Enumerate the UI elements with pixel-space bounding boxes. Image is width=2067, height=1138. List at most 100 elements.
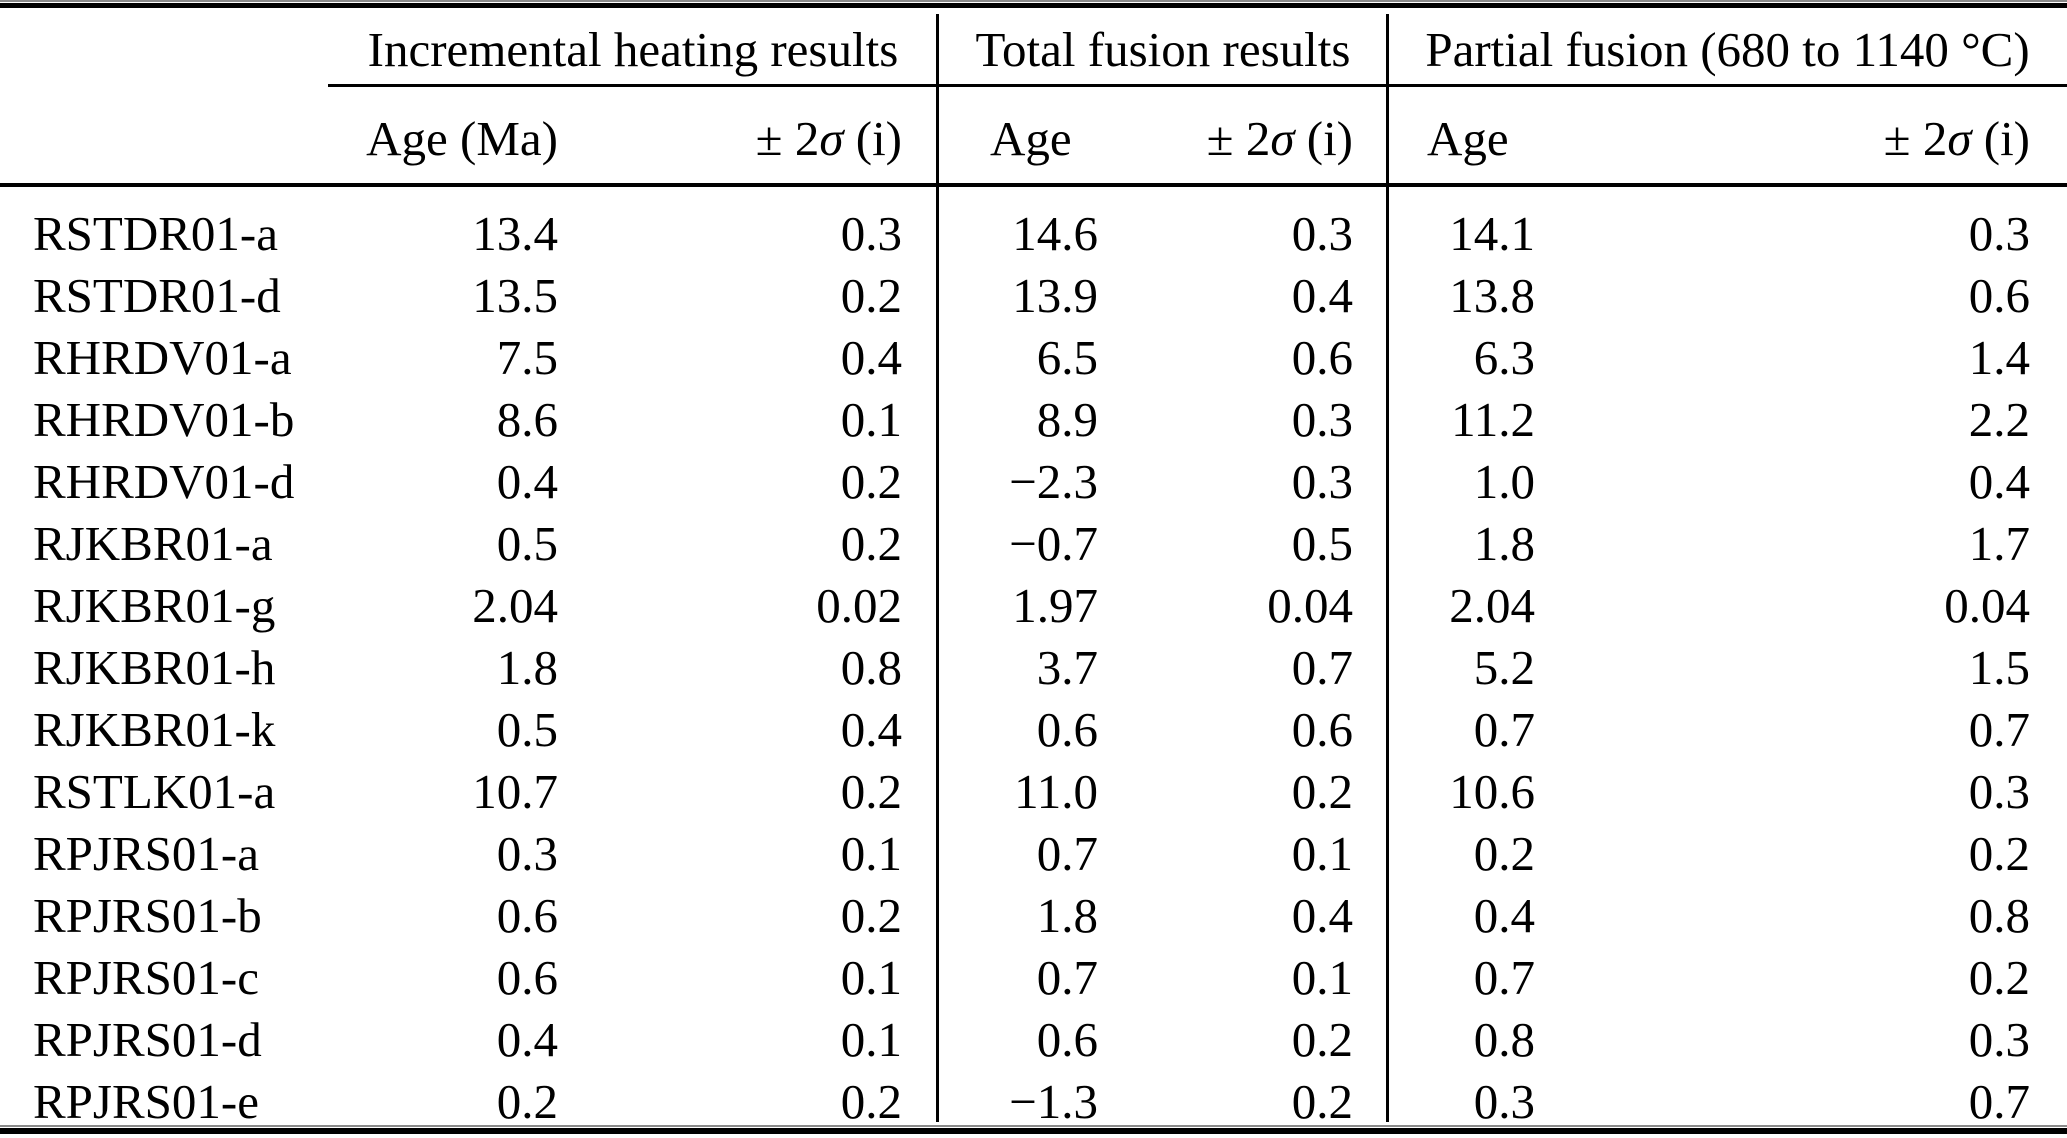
subheader-row: Age (Ma) ± 2σ (i) Age ± 2σ (i) Age ± 2σ … — [0, 108, 2067, 170]
value-cell: 0.1 — [1291, 950, 1353, 1005]
value-cell: 0.2 — [840, 454, 902, 509]
value-cell: 0.8 — [1473, 1012, 1535, 1067]
value-cell: 11.0 — [1014, 764, 1098, 819]
sample-id: RHRDV01-b — [33, 392, 295, 447]
sample-id: RPJRS01-c — [33, 950, 260, 1005]
value-cell: 0.8 — [1968, 888, 2030, 943]
bottom-rule-upper — [0, 1125, 2067, 1127]
value-cell: 0.2 — [840, 888, 902, 943]
value-cell: −2.3 — [1009, 454, 1098, 509]
value-cell: 0.4 — [840, 330, 902, 385]
value-cell: 0.6 — [1036, 1012, 1098, 1067]
value-cell: 0.5 — [496, 516, 558, 571]
table-row: RHRDV01-d 0.4 0.2 −2.3 0.3 1.0 0.4 — [0, 451, 2067, 513]
column-separator-2 — [1386, 14, 1389, 1122]
value-cell: 10.7 — [472, 764, 558, 819]
table-row: RSTLK01-a 10.7 0.2 11.0 0.2 10.6 0.3 — [0, 761, 2067, 823]
value-cell: 0.6 — [496, 950, 558, 1005]
value-cell: 0.6 — [1036, 702, 1098, 757]
subheader-age-total-fusion: Age — [990, 111, 1072, 166]
table-row: RSTDR01-a 13.4 0.3 14.6 0.3 14.1 0.3 — [0, 203, 2067, 265]
column-separator-1 — [936, 14, 939, 1122]
value-cell: 0.6 — [1291, 702, 1353, 757]
sample-id: RPJRS01-d — [33, 1012, 262, 1067]
value-cell: 7.5 — [496, 330, 558, 385]
value-cell: 14.1 — [1449, 206, 1535, 261]
value-cell: 0.04 — [1267, 578, 1353, 633]
sigma-prefix: ± 2 — [1883, 111, 1948, 166]
value-cell: 2.04 — [472, 578, 558, 633]
value-cell: 6.5 — [1036, 330, 1098, 385]
value-cell: 0.4 — [1473, 888, 1535, 943]
top-rule-lower — [0, 3, 2067, 8]
value-cell: 0.3 — [1473, 1074, 1535, 1129]
value-cell: 0.2 — [1291, 764, 1353, 819]
sample-id: RPJRS01-b — [33, 888, 262, 943]
value-cell: 0.3 — [1968, 764, 2030, 819]
value-cell: 11.2 — [1451, 392, 1535, 447]
value-cell: 0.7 — [1968, 1074, 2030, 1129]
table-row: RPJRS01-b 0.6 0.2 1.8 0.4 0.4 0.8 — [0, 885, 2067, 947]
value-cell: 2.2 — [1968, 392, 2030, 447]
value-cell: 0.3 — [496, 826, 558, 881]
sample-id: RJKBR01-a — [33, 516, 273, 571]
value-cell: 0.1 — [840, 1012, 902, 1067]
value-cell: 0.4 — [1968, 454, 2030, 509]
value-cell: 0.2 — [840, 516, 902, 571]
value-cell: 0.4 — [840, 702, 902, 757]
top-rule-upper — [0, 0, 2067, 2]
sample-id: RPJRS01-e — [33, 1074, 260, 1129]
value-cell: 0.04 — [1944, 578, 2030, 633]
table-row: RHRDV01-b 8.6 0.1 8.9 0.3 11.2 2.2 — [0, 389, 2067, 451]
value-cell: 0.8 — [840, 640, 902, 695]
bottom-rule-lower — [0, 1128, 2067, 1134]
value-cell: 0.5 — [1291, 516, 1353, 571]
subheader-sigma-total-fusion: ± 2σ (i) — [1207, 108, 1353, 170]
subheader-sigma-incremental: ± 2σ (i) — [756, 108, 902, 170]
value-cell: 0.7 — [1291, 640, 1353, 695]
sigma-symbol: σ — [1270, 111, 1295, 166]
value-cell: 13.9 — [1012, 268, 1098, 323]
table-row: RPJRS01-d 0.4 0.1 0.6 0.2 0.8 0.3 — [0, 1009, 2067, 1071]
table-row: RPJRS01-e 0.2 0.2 −1.3 0.2 0.3 0.7 — [0, 1071, 2067, 1133]
value-cell: 0.3 — [1968, 206, 2030, 261]
value-cell: 0.6 — [496, 888, 558, 943]
sigma-symbol: σ — [819, 111, 844, 166]
group-header-rule — [328, 84, 2067, 87]
value-cell: 14.6 — [1012, 206, 1098, 261]
value-cell: 0.1 — [1291, 826, 1353, 881]
sample-id: RJKBR01-h — [33, 640, 276, 695]
table-row: RJKBR01-a 0.5 0.2 −0.7 0.5 1.8 1.7 — [0, 513, 2067, 575]
value-cell: 1.0 — [1473, 454, 1535, 509]
value-cell: 0.2 — [1291, 1012, 1353, 1067]
value-cell: 0.2 — [1291, 1074, 1353, 1129]
value-cell: 13.4 — [472, 206, 558, 261]
sample-id: RSTDR01-a — [33, 206, 278, 261]
value-cell: 2.04 — [1449, 578, 1535, 633]
value-cell: 0.2 — [840, 268, 902, 323]
value-cell: 0.7 — [1473, 950, 1535, 1005]
sample-id: RPJRS01-a — [33, 826, 260, 881]
value-cell: 1.97 — [1012, 578, 1098, 633]
value-cell: 0.2 — [840, 764, 902, 819]
value-cell: 0.1 — [840, 392, 902, 447]
table-row: RJKBR01-g 2.04 0.02 1.97 0.04 2.04 0.04 — [0, 575, 2067, 637]
value-cell: 6.3 — [1473, 330, 1535, 385]
value-cell: 0.7 — [1036, 950, 1098, 1005]
value-cell: 10.6 — [1449, 764, 1535, 819]
sample-id: RSTLK01-a — [33, 764, 276, 819]
value-cell: 0.6 — [1968, 268, 2030, 323]
table-row: RPJRS01-c 0.6 0.1 0.7 0.1 0.7 0.2 — [0, 947, 2067, 1009]
group-header-total-fusion: Total fusion results — [975, 22, 1351, 77]
value-cell: 0.4 — [1291, 888, 1353, 943]
table-row: RHRDV01-a 7.5 0.4 6.5 0.6 6.3 1.4 — [0, 327, 2067, 389]
value-cell: 0.3 — [1291, 392, 1353, 447]
value-cell: 0.3 — [840, 206, 902, 261]
value-cell: 0.1 — [840, 826, 902, 881]
subheader-age-ma: Age (Ma) — [366, 111, 558, 166]
value-cell: 0.2 — [1473, 826, 1535, 881]
value-cell: 1.8 — [1473, 516, 1535, 571]
table-row: RJKBR01-h 1.8 0.8 3.7 0.7 5.2 1.5 — [0, 637, 2067, 699]
sigma-suffix: (i) — [1971, 111, 2030, 166]
value-cell: 0.7 — [1036, 826, 1098, 881]
